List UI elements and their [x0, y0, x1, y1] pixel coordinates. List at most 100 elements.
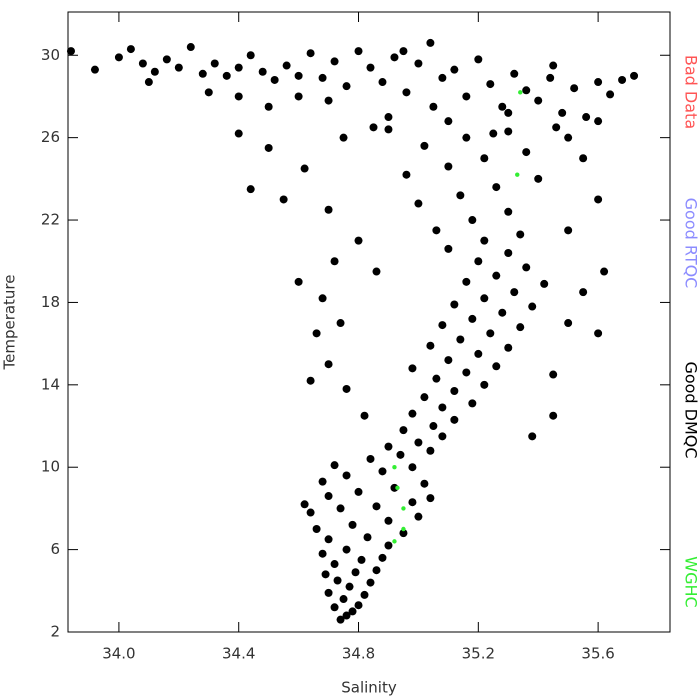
y-tick-label: 30 [41, 46, 60, 64]
point [480, 236, 489, 245]
point [549, 61, 558, 70]
point [198, 69, 207, 78]
x-axis-label: Salinity [341, 679, 397, 697]
point [378, 553, 387, 562]
point [126, 45, 135, 54]
point [390, 483, 399, 492]
point [270, 75, 279, 84]
point [294, 277, 303, 286]
point [564, 133, 573, 142]
point [468, 216, 477, 225]
point [378, 78, 387, 87]
point [318, 294, 327, 303]
point [306, 508, 315, 517]
point [399, 529, 408, 538]
point [336, 504, 345, 513]
x-tick-label: 35.2 [462, 645, 495, 663]
point [426, 446, 435, 455]
y-tick-label: 10 [41, 458, 60, 476]
point [348, 607, 357, 616]
point [321, 570, 330, 579]
point [369, 123, 378, 132]
point [318, 73, 327, 82]
point [318, 477, 327, 486]
point [594, 78, 603, 87]
point [534, 174, 543, 183]
point [420, 393, 429, 402]
point [234, 92, 243, 101]
point [498, 102, 507, 111]
point [372, 566, 381, 575]
point [330, 57, 339, 66]
point [486, 80, 495, 89]
x-tick-label: 34.8 [342, 645, 375, 663]
point [114, 53, 123, 62]
point [408, 409, 417, 418]
point [522, 86, 531, 95]
point [516, 323, 525, 332]
point [204, 88, 213, 97]
point [450, 65, 459, 74]
point [444, 244, 453, 253]
point [384, 125, 393, 134]
point [426, 494, 435, 503]
point [342, 611, 351, 620]
point [306, 49, 315, 58]
point [450, 415, 459, 424]
point [504, 108, 513, 117]
point [360, 590, 369, 599]
point [384, 113, 393, 122]
point [594, 329, 603, 338]
point [432, 226, 441, 235]
point [462, 133, 471, 142]
point [515, 172, 520, 177]
point [426, 341, 435, 350]
point [492, 183, 501, 192]
point [324, 360, 333, 369]
y-tick-label: 14 [41, 375, 60, 393]
point [492, 271, 501, 280]
point [504, 207, 513, 216]
point [516, 230, 525, 239]
point [279, 195, 288, 204]
point [138, 59, 147, 68]
point [264, 143, 273, 152]
point [354, 236, 363, 245]
point [324, 205, 333, 214]
point [324, 492, 333, 501]
point [324, 96, 333, 105]
point [354, 601, 363, 610]
point [558, 108, 567, 117]
point [312, 329, 321, 338]
point [474, 55, 483, 64]
point [540, 279, 549, 288]
point [306, 376, 315, 385]
point [489, 129, 498, 138]
point [579, 154, 588, 163]
point [357, 555, 366, 564]
point [570, 84, 579, 93]
point [456, 191, 465, 200]
point [450, 387, 459, 396]
point [324, 535, 333, 544]
point [399, 426, 408, 435]
point [345, 582, 354, 591]
point [414, 59, 423, 68]
point [336, 615, 345, 624]
point [498, 308, 507, 317]
point [342, 545, 351, 554]
point [174, 63, 183, 72]
point [401, 526, 406, 532]
point [300, 500, 309, 509]
point [258, 67, 267, 76]
point [552, 123, 561, 132]
point [522, 148, 531, 157]
point [384, 442, 393, 451]
point [414, 199, 423, 208]
point [342, 384, 351, 393]
point [234, 129, 243, 138]
point [342, 471, 351, 480]
point [330, 560, 339, 569]
plot-frame [67, 11, 671, 633]
